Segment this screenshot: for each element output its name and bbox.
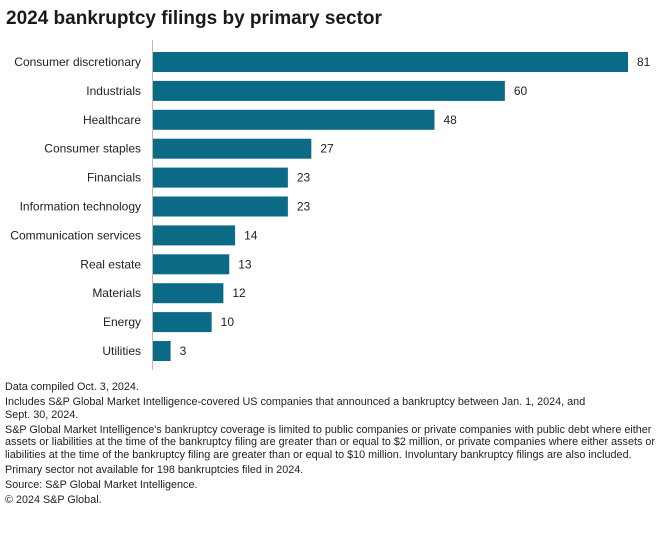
data-label: 23 [297,171,311,185]
category-label: Utilities [102,344,141,358]
data-label: 60 [514,84,528,98]
bar [153,109,435,130]
bar-chart: Consumer discretionary 81 Industrials 60 Hea… [10,40,651,370]
note-compiled: Data compiled Oct. 3, 2024. [5,381,139,393]
bar [153,167,288,188]
bar [153,80,505,101]
data-label: 12 [232,286,246,300]
data-label: 81 [637,55,651,69]
category-label: Information technology [20,200,141,214]
bar [153,196,288,217]
note-copyright: © 2024 S&P Global. [5,494,102,507]
category-label: Industrials [86,84,141,98]
bar [153,312,212,333]
bar [153,341,171,361]
bar [153,138,312,159]
category-label: Materials [92,286,141,300]
data-label: 13 [238,257,252,271]
bar [153,52,628,72]
category-label: Communication services [10,228,141,242]
bar [153,225,236,246]
category-label: Real estate [80,257,141,271]
data-label: 27 [320,142,334,156]
footnotes: Data compiled Oct. 3, 2024. Includes S&P… [5,381,655,509]
category-label: Healthcare [83,113,141,127]
data-label: 48 [443,113,457,127]
bar [153,254,230,275]
data-label: 10 [221,315,235,329]
chart-title: 2024 bankruptcy filings by primary secto… [6,8,382,29]
category-label: Consumer discretionary [14,55,141,69]
note-coverage: S&P Global Market Intelligence's bankrup… [5,423,655,461]
category-label: Energy [103,315,141,329]
data-label: 3 [180,344,187,358]
category-label: Consumer staples [44,142,141,156]
bar [153,283,224,304]
data-label: 14 [244,228,258,242]
note-source: Source: S&P Global Market Intelligence. [5,479,198,492]
data-label: 23 [297,200,311,214]
note-scope: Includes S&P Global Market Intelligence-… [5,396,586,421]
note-sector: Primary sector not available for 198 ban… [5,464,304,477]
category-label: Financials [87,171,141,185]
